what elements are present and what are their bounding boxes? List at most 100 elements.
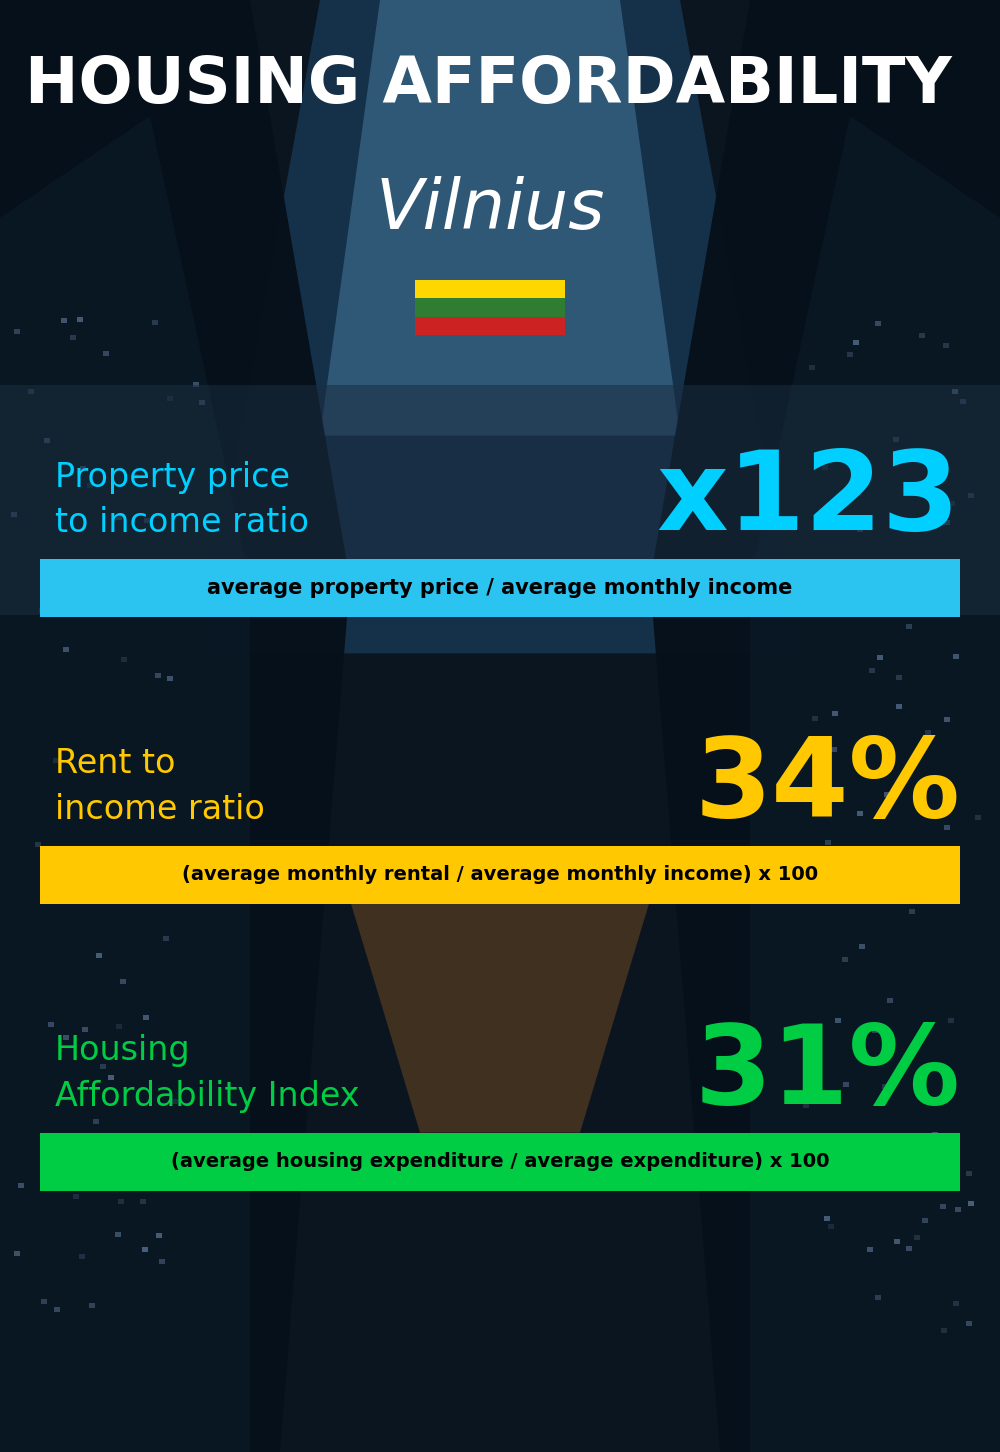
Bar xyxy=(869,668,875,674)
Bar xyxy=(199,401,205,405)
Bar xyxy=(944,717,950,722)
Bar xyxy=(116,515,122,520)
Bar xyxy=(39,608,45,613)
Text: x123: x123 xyxy=(657,447,960,553)
Bar xyxy=(14,330,20,334)
Bar xyxy=(949,501,955,507)
Bar xyxy=(132,473,138,479)
Bar xyxy=(77,317,83,321)
Bar xyxy=(803,1104,809,1108)
Bar xyxy=(943,343,949,347)
Bar xyxy=(18,1183,24,1188)
Bar xyxy=(35,842,41,847)
Bar xyxy=(817,576,823,582)
Bar xyxy=(867,1247,873,1252)
Bar xyxy=(948,1018,954,1022)
Bar xyxy=(80,848,86,854)
Bar xyxy=(968,494,974,498)
Bar xyxy=(70,335,76,340)
Bar xyxy=(61,318,67,324)
Bar xyxy=(843,1082,849,1088)
Bar xyxy=(147,889,153,893)
Bar xyxy=(853,340,859,344)
Bar xyxy=(82,1027,88,1032)
Text: HOUSING AFFORDABILITY: HOUSING AFFORDABILITY xyxy=(25,54,952,116)
Bar xyxy=(167,395,173,401)
Bar xyxy=(116,1024,122,1029)
Bar xyxy=(415,317,565,335)
Bar xyxy=(146,870,152,876)
Bar xyxy=(172,1099,178,1104)
Bar xyxy=(137,883,143,889)
Bar xyxy=(828,1224,834,1230)
Bar xyxy=(960,398,966,404)
Bar xyxy=(922,1218,928,1223)
Text: Property price
to income ratio: Property price to income ratio xyxy=(55,460,309,540)
Polygon shape xyxy=(0,116,250,1452)
Bar xyxy=(812,716,818,722)
Bar xyxy=(167,677,173,681)
Bar xyxy=(28,389,34,393)
Bar xyxy=(415,298,565,317)
Bar xyxy=(155,513,161,517)
Bar xyxy=(872,1028,878,1032)
Bar xyxy=(40,559,960,617)
Bar xyxy=(944,520,950,524)
Bar xyxy=(940,1204,946,1210)
Text: (average monthly rental / average monthly income) x 100: (average monthly rental / average monthl… xyxy=(182,865,818,884)
Bar xyxy=(831,748,837,752)
Bar xyxy=(157,881,163,886)
Bar xyxy=(896,675,902,680)
Bar xyxy=(909,909,915,913)
Bar xyxy=(966,1321,972,1326)
Bar xyxy=(44,437,50,443)
Bar xyxy=(882,1083,888,1089)
Bar xyxy=(884,793,890,797)
Text: 31%: 31% xyxy=(694,1021,960,1128)
Bar xyxy=(822,465,828,469)
Bar xyxy=(109,881,115,886)
Bar xyxy=(894,1239,900,1244)
Bar xyxy=(121,658,127,662)
Text: (average housing expenditure / average expenditure) x 100: (average housing expenditure / average e… xyxy=(171,1153,829,1172)
Bar xyxy=(824,1215,830,1221)
Bar xyxy=(953,655,959,659)
Bar xyxy=(906,624,912,629)
Bar xyxy=(159,1259,165,1265)
Bar xyxy=(952,389,958,393)
Bar xyxy=(100,1063,106,1069)
Bar xyxy=(120,979,126,984)
Bar xyxy=(877,655,883,659)
Bar xyxy=(893,437,899,441)
Polygon shape xyxy=(350,900,650,1133)
Bar xyxy=(96,954,102,958)
Bar xyxy=(847,353,853,357)
Bar xyxy=(0,385,1000,616)
Bar xyxy=(63,648,69,652)
Bar xyxy=(79,1255,85,1259)
Polygon shape xyxy=(200,0,800,653)
Bar xyxy=(842,957,848,961)
Bar xyxy=(966,1172,972,1176)
Bar xyxy=(108,1076,114,1080)
Bar xyxy=(11,511,17,517)
Bar xyxy=(54,1307,60,1313)
Text: Housing
Affordability Index: Housing Affordability Index xyxy=(55,1034,360,1114)
Bar xyxy=(103,351,109,356)
Bar xyxy=(875,321,881,327)
Bar xyxy=(63,1035,69,1040)
Bar xyxy=(152,319,158,325)
Bar xyxy=(859,944,865,950)
Bar xyxy=(887,999,893,1003)
Bar xyxy=(941,1329,947,1333)
Bar xyxy=(832,710,838,716)
Bar xyxy=(835,1018,841,1022)
Text: average property price / average monthly income: average property price / average monthly… xyxy=(207,578,793,598)
Bar xyxy=(163,935,169,941)
Bar xyxy=(919,333,925,337)
Bar xyxy=(953,1301,959,1305)
Bar xyxy=(98,1176,104,1180)
Bar xyxy=(825,839,831,845)
Bar xyxy=(875,1295,881,1300)
Text: Vilnius: Vilnius xyxy=(375,177,605,244)
